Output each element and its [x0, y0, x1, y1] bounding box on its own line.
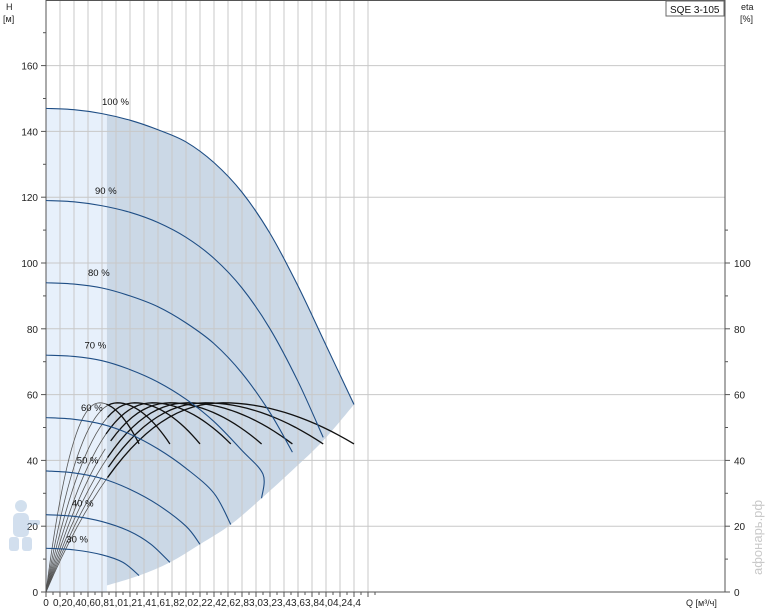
efficiency-curve [105, 402, 232, 445]
x-tick-label: 3,8 [305, 598, 319, 609]
efficiency-curve-low-flow [45, 457, 108, 593]
low-flow-area [46, 108, 107, 593]
y-right-tick-label: 60 [734, 391, 746, 402]
y-right-title: eta [741, 2, 754, 12]
efficiency-curve-low-flow [45, 402, 107, 593]
head-curve-label: 70 % [85, 341, 107, 352]
x-tick-label: 1,6 [151, 598, 165, 609]
y-left-tick-label: 40 [27, 456, 39, 467]
head-curve [45, 282, 293, 453]
x-tick-label: 0,4 [67, 598, 81, 609]
x-tick-label: 0,6 [81, 598, 95, 609]
efficiency-curve-low-flow [45, 448, 106, 593]
head-curve [45, 547, 140, 576]
x-tick-label: 4,0 [319, 598, 333, 609]
x-tick-label: 2,0 [179, 598, 193, 609]
head-curve [45, 107, 355, 405]
x-tick-label: 2,2 [193, 598, 207, 609]
x-tick-label: 1,0 [109, 598, 123, 609]
y-left-tick-label: 80 [27, 325, 39, 336]
y-left-title: H [6, 2, 13, 12]
y-left-tick-label: 20 [27, 522, 39, 533]
x-tick-label: 4,2 [333, 598, 347, 609]
x-tick-label: 1,4 [137, 598, 151, 609]
x-tick-label: 2,4 [207, 598, 221, 609]
head-curve-label: 90 % [95, 186, 117, 197]
y-left-unit: [м] [3, 14, 14, 24]
y-left-tick-label: 140 [21, 127, 38, 138]
y-left-tick-label: 0 [32, 588, 38, 599]
x-tick-label: 3,6 [291, 598, 305, 609]
head-curve-label: 60 % [81, 403, 103, 414]
y-right-tick-label: 20 [734, 522, 746, 533]
head-curve [45, 199, 324, 438]
model-badge-box [665, 0, 725, 17]
x-tick-label: 3,4 [277, 598, 291, 609]
x-tick-label: 0,8 [95, 598, 109, 609]
x-tick-label: 2,6 [221, 598, 235, 609]
x-tick-label: 0,2 [53, 598, 67, 609]
x-tick-label: 3,0 [249, 598, 263, 609]
head-curve [45, 417, 232, 525]
tick-labels: 0 0,2 0,4 0,6 0,8 1,0 1,2 1,4 1,6 1,8 2,0 2,2 2,4 2,6… [21, 62, 751, 609]
head-curve-label: 30 % [66, 535, 88, 546]
head-curve [45, 354, 265, 499]
efficiency-curve-low-flow [45, 416, 108, 593]
x-tick-label: 2,8 [235, 598, 249, 609]
y-right-tick-label: 80 [734, 325, 746, 336]
x-tick-label: 0 [43, 598, 49, 609]
efficiency-curve-low-flow [45, 477, 108, 593]
x-tick-label: 4,4 [347, 598, 361, 609]
y-right-unit: [%] [740, 14, 753, 24]
efficiency-curve [107, 402, 201, 445]
head-curve-label: 50 % [77, 456, 99, 467]
efficiency-curve-low-flow [45, 477, 102, 593]
y-left-tick-label: 120 [21, 193, 38, 204]
grid-lines [46, 0, 725, 592]
head-curve-label: 100 % [102, 97, 129, 108]
svg-text:aфoнарь.рф: aфoнарь.рф [750, 500, 765, 575]
efficiency-curve [107, 402, 171, 445]
watermark-logo-text: aфoнарь.рф [750, 500, 765, 575]
x-tick-label: 3,2 [263, 598, 277, 609]
efficiency-curve [106, 403, 140, 445]
operating-areas [46, 108, 355, 593]
head-curve-label: 80 % [88, 268, 110, 279]
plot-frame [41, 0, 730, 597]
x-tick-label: 1,8 [165, 598, 179, 609]
head-curve-label: 40 % [72, 499, 94, 510]
head-curve [45, 470, 201, 545]
model-badge: SQE 3-105 [670, 5, 720, 16]
y-left-tick-label: 100 [21, 259, 38, 270]
efficiency-curve-low-flow [45, 404, 109, 593]
efficiency-curve [107, 402, 355, 478]
y-right-tick-label: 100 [734, 259, 751, 270]
head-curves [45, 107, 355, 576]
x-tick-label: 1,2 [123, 598, 137, 609]
y-right-tick-label: 40 [734, 456, 746, 467]
efficiency-curve-low-flow [45, 433, 107, 593]
efficiency-curves [45, 402, 355, 593]
curve-labels: 100 % 90 % 80 % 70 % 60 % 50 % 40 % 30 % [66, 97, 129, 545]
head-curve [45, 514, 171, 563]
y-right-tick-label: 0 [734, 588, 740, 599]
y-left-tick-label: 160 [21, 62, 38, 73]
efficiency-curve [110, 402, 263, 445]
x-axis-title: Q [м³/ч] [686, 598, 717, 608]
watermark-mascot-icon [9, 500, 40, 551]
y-left-tick-label: 60 [27, 391, 39, 402]
operating-area [106, 114, 355, 586]
